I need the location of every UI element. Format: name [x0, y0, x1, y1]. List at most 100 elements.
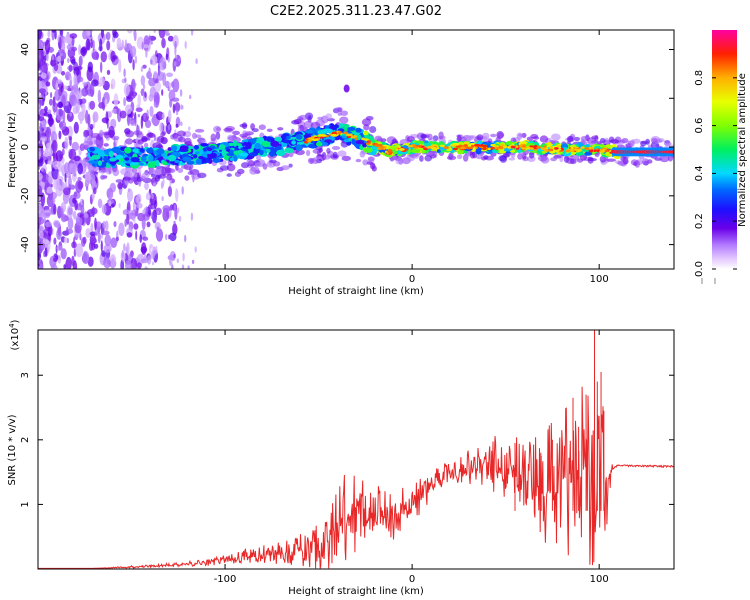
spectrogram-noise-cell: [148, 77, 156, 87]
spectrogram-ridge-cell: [218, 144, 226, 150]
spectrogram-core-cell: [593, 149, 597, 152]
spectrogram-halo-cell: [146, 132, 156, 138]
spectrogram-core-cell: [570, 149, 575, 153]
spectrogram-core-cell: [459, 146, 466, 150]
snr-x-tick-label: 0: [409, 574, 415, 585]
spectrogram-halo-cell: [508, 157, 516, 161]
spectrogram-halo-cell: [137, 139, 144, 145]
spectrogram-noise-cell: [50, 59, 57, 67]
spectrogram-noise-cell: [140, 246, 148, 254]
spectrogram-noise-cell: [65, 256, 72, 269]
spectrogram-halo-cell: [439, 135, 446, 140]
spectrogram-noise-cell: [42, 149, 50, 157]
spectrogram-ridge-cell: [239, 152, 249, 157]
spectrogram-noise-cell: [169, 251, 176, 262]
spectrogram-noise-cell: [48, 98, 53, 106]
spectrogram-halo-cell: [369, 126, 377, 133]
spectrogram-core-cell: [510, 145, 516, 149]
snr-x-tick-label: 100: [590, 574, 609, 585]
spectrogram-core-cell: [570, 146, 574, 150]
spectrogram-halo-cell: [141, 137, 151, 141]
spectrogram-noise-cell: [125, 260, 132, 269]
spectrogram-noise-cell: [99, 38, 103, 52]
spectrogram-core-cell: [387, 149, 393, 152]
spectrogram-axes: -100 0 100 -40 -20 0 20 40: [20, 30, 674, 285]
spectrogram-core-cell: [331, 133, 337, 137]
spectrogram-noise-cell: [173, 253, 176, 259]
spectrogram-noise-cell: [90, 38, 93, 49]
spectrogram-halo-cell: [315, 156, 323, 160]
spectrogram-noise-cell: [125, 246, 128, 254]
spectrogram-noise-cell: [168, 206, 171, 211]
spectrogram-ridge-cell: [134, 150, 139, 154]
spectrogram-noise-cell: [142, 44, 150, 49]
spectrogram-halo-cell: [234, 171, 242, 177]
spectrogram-noise-cell: [84, 30, 93, 37]
spectrogram-core-cell: [354, 137, 358, 141]
spectrogram-noise-cell: [85, 186, 89, 191]
spectrogram-halo-cell: [363, 124, 370, 131]
spectrogram-noise-cell: [46, 186, 53, 194]
spectrogram-noise-cell: [104, 234, 112, 247]
spectrogram-noise-cell: [89, 83, 95, 98]
spectrogram-ridge-cell: [305, 130, 313, 134]
spectrogram-core-cell: [573, 148, 580, 151]
spectrogram-halo-cell: [210, 133, 217, 142]
spectrogram-noise-cell: [149, 105, 154, 117]
spectrogram-noise-cell: [94, 217, 97, 231]
spectrogram-ridge-cell: [108, 150, 114, 158]
spectrogram-noise-cell: [81, 87, 89, 97]
spectrogram-noise-cell: [116, 230, 119, 243]
spectrogram-y-tick-label: -20: [20, 188, 31, 204]
spectrogram-ridge-cell: [436, 149, 441, 153]
spectrogram-noise-cell: [106, 187, 114, 200]
spectrogram-core-cell: [536, 146, 541, 149]
spectrogram-noise-cell: [181, 264, 185, 269]
spectrogram-halo-cell: [331, 146, 341, 150]
spectrogram-halo-cell: [243, 133, 251, 137]
spectrogram-noise-cell: [59, 120, 67, 131]
spectrogram-noise-cell: [51, 166, 59, 180]
spectrogram-ridge-cell: [585, 144, 591, 148]
spectrogram-noise-cell: [45, 81, 51, 87]
spectrogram-noise-cell: [184, 234, 187, 243]
spectrogram-ridge-cell: [155, 159, 160, 167]
spectrogram-noise-cell: [150, 251, 154, 260]
spectrogram-halo-cell: [148, 167, 156, 174]
spectrogram-noise-cell: [39, 230, 44, 239]
spectrogram-noise-cell: [105, 111, 109, 125]
spectrogram-noise-cell: [160, 180, 164, 190]
spectrogram-ridge-cell: [584, 151, 593, 156]
spectrogram-blob: [343, 84, 350, 93]
spectrogram-noise-cell: [97, 198, 103, 209]
spectrogram-noise-cell: [155, 78, 159, 84]
spectrogram-halo-cell: [650, 136, 661, 144]
spectrogram-noise-cell: [173, 204, 177, 213]
spectrogram-halo-cell: [641, 158, 650, 166]
spectrogram-noise-cell: [77, 176, 82, 182]
spectrogram-noise-cell: [69, 163, 78, 174]
spectrogram-noise-cell: [156, 211, 160, 215]
spectrogram-ridge-cell: [146, 147, 154, 154]
spectrogram-noise-cell: [41, 92, 45, 99]
spectrogram-ridge-cell: [265, 136, 272, 142]
spectrogram-noise-cell: [56, 228, 62, 240]
spectrogram-halo-cell: [226, 163, 236, 172]
spectrogram-noise-cell: [105, 31, 111, 41]
spectrogram-noise-cell: [67, 57, 70, 64]
spectrogram-halo-cell: [99, 129, 104, 137]
spectrogram-ridge-cell: [284, 147, 294, 154]
spectrogram-ridge-cell: [110, 158, 115, 162]
spectrogram-noise-cell: [75, 243, 84, 258]
spectrogram-x-tick-label: -100: [214, 274, 237, 285]
spectrogram-ridge-cell: [351, 138, 356, 145]
spectrogram-ridge-cell: [268, 147, 277, 153]
spectrogram-ridge-cell: [91, 154, 101, 160]
spectrogram-ridge-cell: [232, 155, 238, 162]
spectrogram-noise-cell: [161, 59, 164, 68]
spectrogram-halo-cell: [213, 125, 222, 133]
spectrogram-halo-cell: [133, 130, 143, 136]
spectrogram-ridge-cell: [201, 157, 207, 164]
spectrogram-core-cell: [500, 144, 505, 147]
spectrogram-noise-cell: [161, 37, 166, 49]
